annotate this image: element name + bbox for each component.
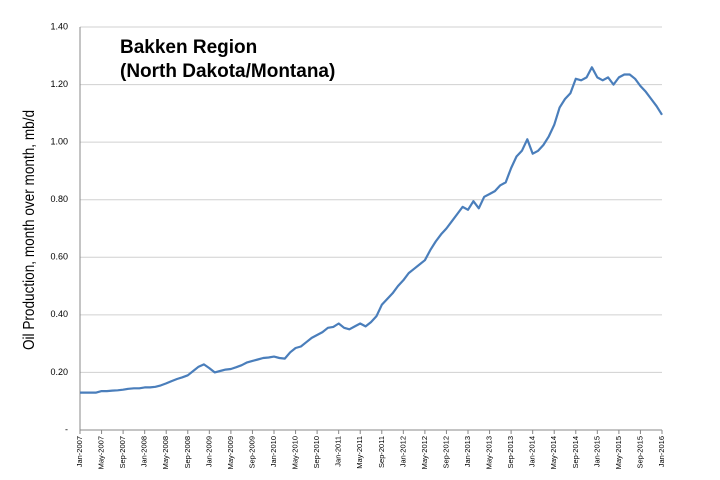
- x-tick-label: Jan-2007: [75, 436, 84, 467]
- x-tick-label: Sep-2008: [183, 436, 192, 469]
- y-tick-label: 0.60: [50, 252, 68, 262]
- x-tick-label: Sep-2014: [571, 436, 580, 469]
- x-tick-label: Sep-2009: [247, 436, 256, 469]
- y-axis-label: Oil Production, month over month, mb/d: [21, 110, 38, 350]
- x-tick-label: May-2014: [549, 436, 558, 469]
- y-tick-label: 0.40: [50, 309, 68, 319]
- x-tick-label: Sep-2015: [635, 436, 644, 469]
- x-tick-label: May-2011: [355, 436, 364, 469]
- x-tick-label: May-2012: [420, 436, 429, 469]
- y-tick-label: 1.20: [50, 79, 68, 89]
- x-tick-label: May-2009: [226, 436, 235, 469]
- y-tick-label: 0.80: [50, 194, 68, 204]
- x-tick-label: Sep-2010: [312, 436, 321, 469]
- x-tick-label: Jan-2014: [528, 436, 537, 467]
- x-tick-label: May-2008: [161, 436, 170, 469]
- y-tick-label: 1.40: [50, 21, 68, 31]
- x-tick-label: Jan-2013: [463, 436, 472, 467]
- y-tick-label: 1.00: [50, 137, 68, 147]
- x-tick-label: Jan-2012: [398, 436, 407, 467]
- y-tick-label: 0.20: [50, 367, 68, 377]
- line: [80, 66, 663, 394]
- x-tick-label: Jan-2010: [269, 436, 278, 467]
- x-tick-label: Jan-2009: [204, 436, 213, 467]
- x-tick-label: Sep-2012: [441, 436, 450, 469]
- x-tick-label: May-2007: [97, 436, 106, 469]
- x-tick-label: Sep-2013: [506, 436, 515, 469]
- x-tick-label: Jan-2015: [592, 436, 601, 467]
- x-tick-label: Sep-2011: [377, 436, 386, 468]
- x-tick-label: Jan-2011: [334, 436, 343, 467]
- x-tick-label: Jan-2008: [140, 436, 149, 467]
- chart-title: Bakken Region: [120, 37, 257, 58]
- x-tick-label: May-2010: [291, 436, 300, 469]
- chart-title: (North Dakota/Montana): [120, 61, 335, 82]
- x-tick-label: Jan-2016: [657, 436, 666, 467]
- y-tick-label: -: [65, 424, 68, 434]
- x-tick-label: May-2015: [614, 436, 623, 469]
- x-tick-label: Sep-2007: [118, 436, 127, 469]
- x-tick-label: May-2013: [485, 436, 494, 469]
